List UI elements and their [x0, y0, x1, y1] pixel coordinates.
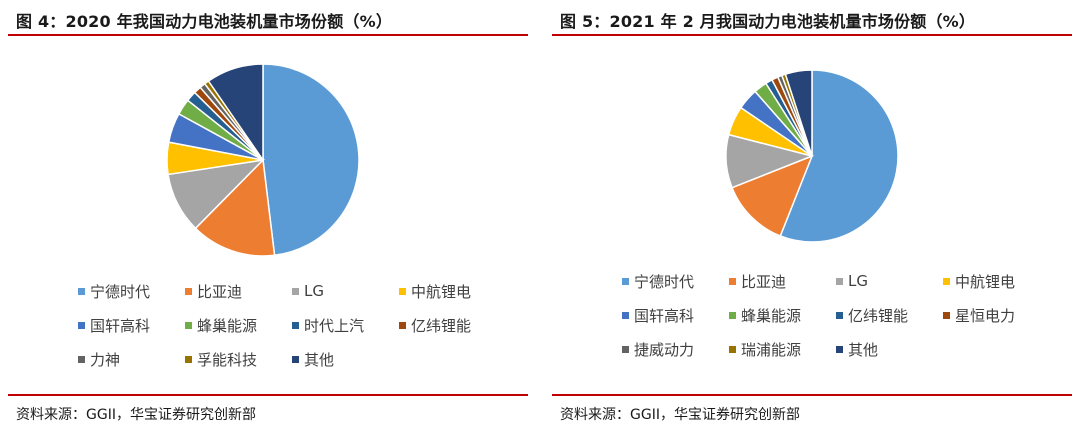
- legend-label: 力神: [90, 350, 121, 369]
- legend-swatch: [399, 287, 406, 295]
- chart-legend: 宁德时代 比亚迪 LG 中航锂电国轩高科 蜂巢能源 时代上汽 亿纬锂能力神 孚能科技 其他: [78, 274, 506, 376]
- legend-item-catl-saic: 时代上汽: [292, 315, 399, 336]
- source-divider: [8, 394, 528, 396]
- figure-title: 图 4：2020 年我国动力电池装机量市场份额（%）: [16, 12, 393, 31]
- legend-label: 国轩高科: [634, 306, 695, 325]
- legend-label: 蜂巢能源: [197, 316, 258, 335]
- pie-slice-catl: [262, 63, 360, 257]
- legend-item-gotion: 国轩高科: [78, 315, 185, 336]
- legend-label: 中航锂电: [955, 272, 1016, 291]
- legend-label: 其他: [304, 350, 335, 369]
- legend-item-phylion: 星恒电力: [943, 305, 1050, 326]
- legend-item-byd: 比亚迪: [729, 271, 836, 292]
- legend-swatch: [185, 321, 192, 329]
- legend-label: 时代上汽: [304, 316, 365, 335]
- legend-item-lg: LG: [292, 282, 399, 300]
- legend-label: 星恒电力: [955, 306, 1016, 325]
- legend-swatch: [622, 277, 629, 285]
- chart-panel-left: 图 4：2020 年我国动力电池装机量市场份额（%） 宁德时代 比亚迪 LG 中航锂电…: [8, 0, 528, 428]
- legend-item-svolt: 蜂巢能源: [729, 305, 836, 326]
- legend-item-farasis: 孚能科技: [185, 349, 292, 370]
- legend-label: 蜂巢能源: [741, 306, 802, 325]
- legend-item-calb: 中航锂电: [399, 281, 506, 302]
- pie-slice-others: [207, 63, 264, 163]
- legend-item-byd: 比亚迪: [185, 281, 292, 302]
- legend-swatch: [729, 345, 736, 353]
- legend-item-eve: 亿纬锂能: [399, 315, 506, 336]
- legend-label: 比亚迪: [741, 272, 787, 291]
- legend-swatch: [729, 311, 736, 319]
- legend-label: 国轩高科: [90, 316, 151, 335]
- source-note: 资料来源：GGII，华宝证券研究创新部: [16, 407, 256, 423]
- legend-swatch: [399, 321, 406, 329]
- legend-swatch: [185, 355, 192, 363]
- legend-item-rept: 瑞浦能源: [729, 339, 836, 360]
- legend-label: 宁德时代: [90, 282, 151, 301]
- legend-swatch: [185, 287, 192, 295]
- figure-title: 图 5：2021 年 2 月我国动力电池装机量市场份额（%）: [560, 12, 976, 31]
- legend-item-catl: 宁德时代: [78, 281, 185, 302]
- chart-panel-right: 图 5：2021 年 2 月我国动力电池装机量市场份额（%） 宁德时代 比亚迪 LG…: [552, 0, 1072, 428]
- legend-row: 力神 孚能科技 其他: [78, 342, 506, 376]
- legend-swatch: [292, 355, 299, 363]
- legend-label: 捷威动力: [634, 340, 695, 359]
- chart-legend: 宁德时代 比亚迪 LG 中航锂电国轩高科 蜂巢能源 亿纬锂能 星恒电力捷威动力 瑞浦能源 其他: [622, 264, 1050, 366]
- legend-row: 宁德时代 比亚迪 LG 中航锂电: [622, 264, 1050, 298]
- legend-label: 瑞浦能源: [741, 340, 802, 359]
- legend-label: 其他: [848, 340, 879, 359]
- legend-swatch: [943, 311, 950, 319]
- legend-label: LG: [848, 272, 868, 290]
- pie-chart: [166, 63, 360, 257]
- title-divider: [552, 34, 1072, 36]
- legend-label: 宁德时代: [634, 272, 695, 291]
- legend-swatch: [78, 287, 85, 295]
- legend-label: LG: [304, 282, 324, 300]
- pie-slice-catl: [779, 69, 899, 243]
- legend-swatch: [622, 311, 629, 319]
- legend-item-gotion: 国轩高科: [622, 305, 729, 326]
- legend-item-jevepower: 捷威动力: [622, 339, 729, 360]
- source-note: 资料来源：GGII，华宝证券研究创新部: [560, 407, 800, 423]
- legend-label: 亿纬锂能: [848, 306, 909, 325]
- legend-label: 孚能科技: [197, 350, 258, 369]
- legend-item-others: 其他: [292, 349, 399, 370]
- pie-chart: [725, 69, 899, 243]
- legend-swatch: [836, 311, 843, 319]
- legend-item-others: 其他: [836, 339, 943, 360]
- legend-label: 中航锂电: [411, 282, 472, 301]
- legend-row: 国轩高科 蜂巢能源 亿纬锂能 星恒电力: [622, 298, 1050, 332]
- legend-swatch: [729, 277, 736, 285]
- legend-label: 比亚迪: [197, 282, 243, 301]
- legend-swatch: [622, 345, 629, 353]
- legend-row: 宁德时代 比亚迪 LG 中航锂电: [78, 274, 506, 308]
- legend-item-catl: 宁德时代: [622, 271, 729, 292]
- legend-item-calb: 中航锂电: [943, 271, 1050, 292]
- title-divider: [8, 34, 528, 36]
- pie-slice-byd: [731, 154, 814, 237]
- legend-label: 亿纬锂能: [411, 316, 472, 335]
- legend-swatch: [836, 345, 843, 353]
- legend-swatch: [943, 277, 950, 285]
- legend-swatch: [78, 355, 85, 363]
- legend-item-lishen: 力神: [78, 349, 185, 370]
- legend-row: 捷威动力 瑞浦能源 其他: [622, 332, 1050, 366]
- legend-swatch: [292, 321, 299, 329]
- pie-slice-byd: [194, 158, 276, 257]
- legend-item-svolt: 蜂巢能源: [185, 315, 292, 336]
- source-divider: [552, 394, 1072, 396]
- legend-swatch: [836, 277, 843, 285]
- legend-item-lg: LG: [836, 272, 943, 290]
- legend-row: 国轩高科 蜂巢能源 时代上汽 亿纬锂能: [78, 308, 506, 342]
- legend-swatch: [78, 321, 85, 329]
- legend-item-eve: 亿纬锂能: [836, 305, 943, 326]
- legend-swatch: [292, 287, 299, 295]
- pie-slice-others: [784, 69, 813, 157]
